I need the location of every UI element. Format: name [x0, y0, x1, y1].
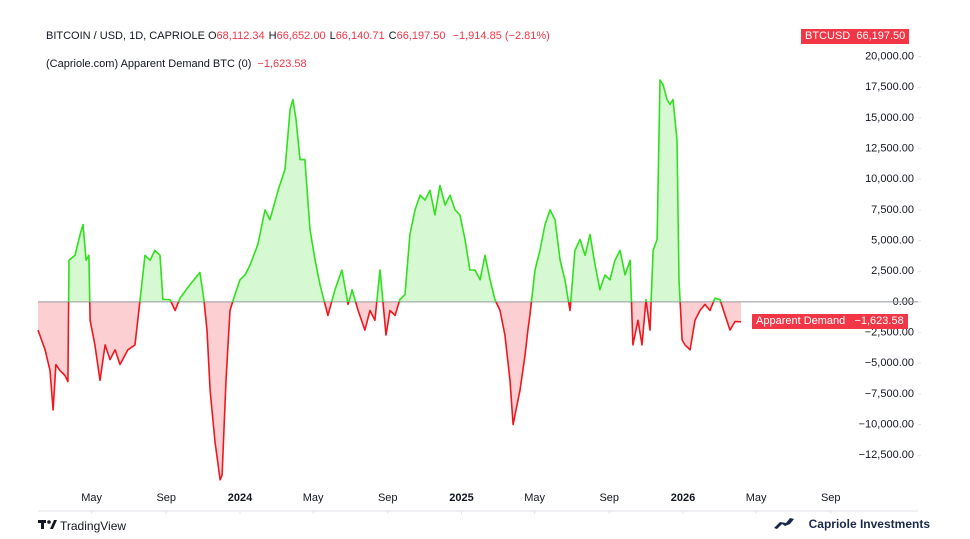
x-tick-label: 2026 [671, 492, 695, 504]
y-tick-label: 15,000.00 [865, 112, 914, 124]
y-tick-label: 17,500.00 [865, 81, 914, 93]
y-tick-label: −2,500.00 [865, 326, 914, 338]
ohlc-value: 66,652.00 [276, 30, 326, 42]
x-tick-label: Sep [378, 492, 398, 504]
x-tick-label: Sep [599, 492, 619, 504]
change: −1,914.85 (−2.81%) [452, 30, 550, 42]
area-fill [38, 79, 741, 480]
x-tick-label: May [303, 492, 324, 504]
series-line [37, 79, 742, 481]
header: BITCOIN / USD, 1D, CAPRIOLE O68,112.34 H6… [46, 30, 550, 42]
series-name: Apparent Demand [756, 315, 846, 328]
indicator-value: −1,623.58 [257, 58, 307, 70]
y-tick-label: 12,500.00 [865, 142, 914, 154]
ticker: BTCUSD [805, 30, 851, 42]
y-tick-label: −5,000.00 [865, 357, 914, 369]
y-tick-label: 20,000.00 [865, 50, 914, 62]
indicator-legend: (Capriole.com) Apparent Demand BTC (0) −1… [46, 58, 307, 70]
ohlc-label: L [329, 30, 336, 42]
y-tick-label: −7,500.00 [865, 388, 914, 400]
y-tick-label: 2,500.00 [871, 265, 914, 277]
last-value: −1,623.58 [854, 315, 904, 328]
ohlc-label: H [268, 30, 277, 42]
tradingview-logo [38, 520, 57, 529]
y-tick-label: −10,000.00 [859, 418, 914, 430]
x-tick-label: 2024 [228, 492, 253, 504]
ohlc-value: 66,197.50 [396, 30, 446, 42]
y-tick-label: 7,500.00 [871, 204, 914, 216]
x-tick-label: 2025 [449, 492, 473, 504]
x-tick-label: May [746, 492, 767, 504]
capriole-logo [774, 518, 794, 529]
indicator-name: (Capriole.com) Apparent Demand BTC (0) [46, 58, 252, 70]
ohlc-value: 68,112.34 [216, 30, 265, 42]
ohlc-label: C [388, 30, 397, 42]
ohlc-value: 66,140.71 [335, 30, 385, 42]
footer-right: Capriole Investments [808, 517, 930, 531]
last-value-badge: Apparent Demand −1,623.58 [752, 314, 908, 330]
ohlc: O68,112.34 H66,652.00 L66,140.71 C66,197.50 [208, 30, 450, 42]
x-tick-label: May [524, 492, 545, 504]
x-tick-label: May [81, 492, 102, 504]
footer-left: TradingView [60, 519, 127, 533]
ticker-badge: BTCUSD 66,197.50 [801, 29, 910, 44]
symbol: BITCOIN / USD, 1D, CAPRIOLE [46, 30, 205, 42]
y-tick-label: 10,000.00 [865, 173, 914, 185]
x-tick-label: Sep [156, 492, 176, 504]
y-tick-label: 5,000.00 [871, 234, 914, 246]
ohlc-label: O [207, 30, 217, 42]
y-tick-label: −12,500.00 [859, 449, 914, 461]
ticker-price: 66,197.50 [856, 30, 906, 42]
x-tick-label: Sep [821, 492, 841, 504]
